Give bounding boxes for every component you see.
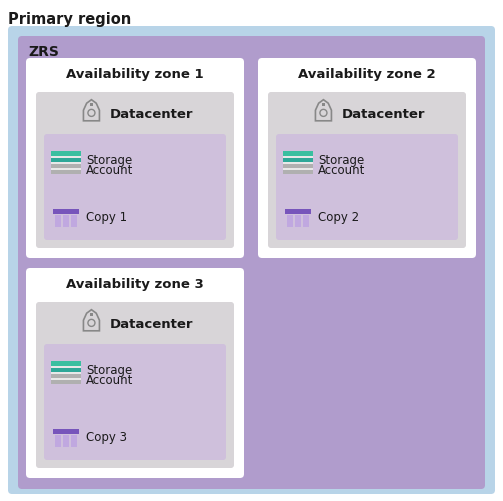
Bar [51,379,81,383]
Text: Account: Account [86,164,133,177]
Bar [51,150,81,155]
Text: Primary region: Primary region [8,12,131,27]
Bar [51,368,81,372]
Bar [63,435,69,447]
FancyBboxPatch shape [26,268,244,478]
Bar [303,215,309,227]
Text: Datacenter: Datacenter [110,318,193,331]
Text: ZRS: ZRS [28,45,59,59]
Bar [51,163,81,167]
Bar [51,155,81,157]
Bar [283,161,313,163]
FancyBboxPatch shape [26,58,244,258]
Bar [51,374,81,377]
Text: Availability zone 3: Availability zone 3 [66,278,204,291]
Bar [63,215,69,227]
Bar [295,215,301,227]
FancyBboxPatch shape [36,302,234,468]
FancyBboxPatch shape [36,92,234,248]
Bar [287,215,293,227]
Bar [71,435,77,447]
Bar [51,361,81,366]
Text: Account: Account [318,164,365,177]
Bar [285,209,311,214]
FancyBboxPatch shape [44,344,226,460]
Text: Datacenter: Datacenter [342,108,425,121]
Text: Account: Account [86,374,133,387]
Bar [51,167,81,169]
Text: Availability zone 1: Availability zone 1 [66,68,204,81]
Bar [283,150,313,155]
Bar [283,163,313,167]
Bar [51,372,81,374]
Bar [51,169,81,173]
Text: Datacenter: Datacenter [110,108,193,121]
Bar [55,215,61,227]
Bar [322,103,325,106]
Bar [53,429,79,434]
Bar [283,157,313,161]
Bar [51,366,81,368]
Text: Copy 3: Copy 3 [86,431,127,444]
FancyBboxPatch shape [268,92,466,248]
Bar [283,155,313,157]
FancyBboxPatch shape [258,58,476,258]
Bar [71,215,77,227]
Bar [51,161,81,163]
Text: Storage: Storage [86,364,132,377]
FancyBboxPatch shape [44,134,226,240]
Text: Copy 1: Copy 1 [86,211,127,224]
Bar [90,313,93,316]
Bar [283,167,313,169]
Bar [53,209,79,214]
Text: Availability zone 2: Availability zone 2 [298,68,436,81]
Bar [51,377,81,379]
Text: Copy 2: Copy 2 [318,211,359,224]
Bar [90,103,93,106]
Text: Storage: Storage [318,154,364,167]
Text: Storage: Storage [86,154,132,167]
FancyBboxPatch shape [18,36,485,489]
Bar [51,157,81,161]
Bar [283,169,313,173]
Bar [55,435,61,447]
FancyBboxPatch shape [276,134,458,240]
FancyBboxPatch shape [8,26,495,494]
